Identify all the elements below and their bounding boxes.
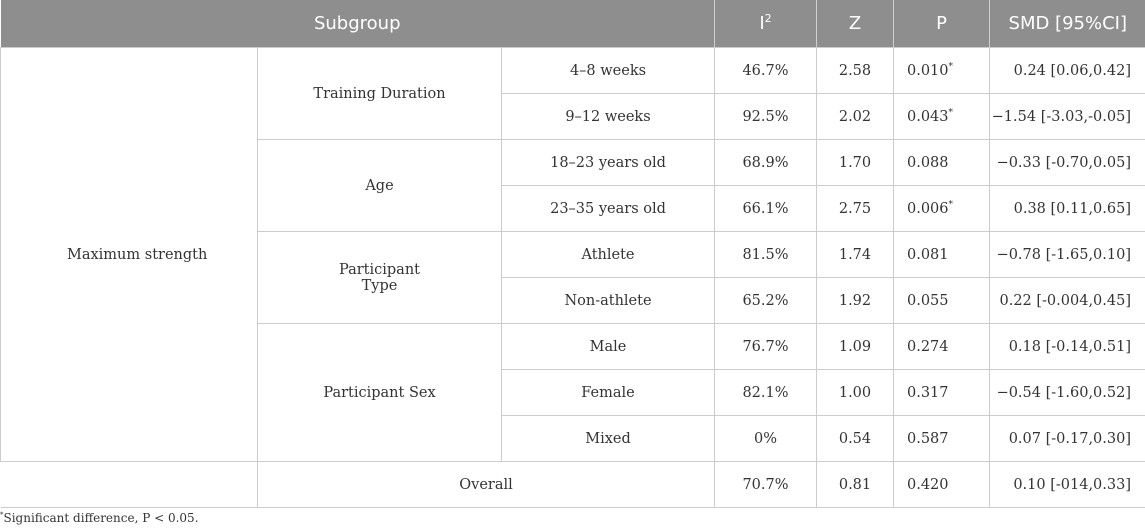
z-cell: 2.02 <box>816 93 894 140</box>
table-row: 23–35 years old 66.1% 2.75 0.006* 0.38 [… <box>1 185 1145 232</box>
p-cell: 0.043* <box>893 93 990 140</box>
z-cell: 0.54 <box>816 415 894 462</box>
header-z: Z <box>816 0 894 48</box>
subgroup-cell: 23–35 years old <box>501 185 715 232</box>
z-cell: 1.09 <box>816 323 894 370</box>
i2-cell: 82.1% <box>714 369 817 416</box>
table-row: Non-athlete 65.2% 1.92 0.055 0.22 [-0.00… <box>1 277 1145 324</box>
table-row: Mixed 0% 0.54 0.587 0.07 [-0.17,0.30] <box>1 415 1145 462</box>
smd-cell: 0.38 [0.11,0.65] <box>989 185 1145 232</box>
subgroup-cell: 4–8 weeks <box>501 47 715 94</box>
subgroup-cell: Female <box>501 369 715 416</box>
i2-cell: 92.5% <box>714 93 817 140</box>
table-row: 9–12 weeks 92.5% 2.02 0.043* −1.54 [-3.0… <box>1 93 1145 140</box>
p-cell: 0.055 <box>893 277 990 324</box>
significance-mark: * <box>948 61 954 72</box>
significance-mark: * <box>948 199 954 210</box>
table-row: Participant Sex Male 76.7% 1.09 0.274 0.… <box>1 323 1145 462</box>
z-cell: 1.70 <box>816 139 894 186</box>
p-cell: 0.006* <box>893 185 990 232</box>
z-cell: 1.00 <box>816 369 894 416</box>
subgroup-cell: Non-athlete <box>501 277 715 324</box>
subgroup-cell: 18–23 years old <box>501 139 715 186</box>
smd-cell: −0.33 [-0.70,0.05] <box>989 139 1145 186</box>
overall-spacer <box>0 461 258 508</box>
p-cell: 0.317 <box>893 369 990 416</box>
i2-cell: 46.7% <box>714 47 817 94</box>
subgroup-cell: Male <box>501 323 715 370</box>
z-cell: 1.92 <box>816 277 894 324</box>
header-row: Subgroup I2 Z P SMD [95%CI] <box>0 0 1145 48</box>
subgroup-cell: Mixed <box>501 415 715 462</box>
group-label: Training Duration <box>257 47 502 140</box>
smd-cell: 0.10 [-014,0.33] <box>989 461 1145 508</box>
z-cell: 2.75 <box>816 185 894 232</box>
smd-cell: −1.54 [-3.03,-0.05] <box>989 93 1145 140</box>
i2-cell: 66.1% <box>714 185 817 232</box>
significance-mark: * <box>948 107 954 118</box>
group-label: Age <box>257 139 502 232</box>
table-row: Age 18–23 years old 68.9% 1.70 0.088 −0.… <box>1 139 1145 232</box>
smd-cell: 0.18 [-0.14,0.51] <box>989 323 1145 370</box>
i2-cell: 81.5% <box>714 231 817 278</box>
outcome-cell: Maximum strength <box>0 47 258 462</box>
subgroup-analysis-table: Subgroup I2 Z P SMD [95%CI] Maximum stre… <box>0 0 1145 508</box>
group-label: Participant Sex <box>257 323 502 462</box>
smd-cell: −0.78 [-1.65,0.10] <box>989 231 1145 278</box>
table-row: Maximum strength Training Duration 4–8 w… <box>0 47 1145 462</box>
p-cell: 0.274 <box>893 323 990 370</box>
z-cell: 1.74 <box>816 231 894 278</box>
smd-cell: 0.07 [-0.17,0.30] <box>989 415 1145 462</box>
footnote-mark: * <box>0 511 4 519</box>
i2-cell: 68.9% <box>714 139 817 186</box>
header-subgroup: Subgroup <box>0 0 715 48</box>
table-row: Female 82.1% 1.00 0.317 −0.54 [-1.60,0.5… <box>1 369 1145 416</box>
p-cell: 0.420 <box>893 461 990 508</box>
i2-cell: 76.7% <box>714 323 817 370</box>
group-label: Participant Type <box>257 231 502 324</box>
header-smd: SMD [95%CI] <box>989 0 1145 48</box>
header-p: P <box>893 0 990 48</box>
i2-cell: 65.2% <box>714 277 817 324</box>
i2-cell: 0% <box>714 415 817 462</box>
z-cell: 0.81 <box>816 461 894 508</box>
smd-cell: −0.54 [-1.60,0.52] <box>989 369 1145 416</box>
overall-row: Overall 70.7% 0.81 0.420 0.10 [-014,0.33… <box>0 461 1145 508</box>
z-cell: 2.58 <box>816 47 894 94</box>
subgroup-cell: 9–12 weeks <box>501 93 715 140</box>
table-footnote: *Significant difference, P < 0.05. <box>0 511 199 525</box>
smd-cell: 0.24 [0.06,0.42] <box>989 47 1145 94</box>
p-cell: 0.081 <box>893 231 990 278</box>
p-cell: 0.587 <box>893 415 990 462</box>
i2-cell: 70.7% <box>714 461 817 508</box>
header-i2: I2 <box>714 0 817 48</box>
overall-label: Overall <box>257 461 715 508</box>
smd-cell: 0.22 [-0.004,0.45] <box>989 277 1145 324</box>
p-cell: 0.010* <box>893 47 990 94</box>
p-cell: 0.088 <box>893 139 990 186</box>
subgroup-cell: Athlete <box>501 231 715 278</box>
